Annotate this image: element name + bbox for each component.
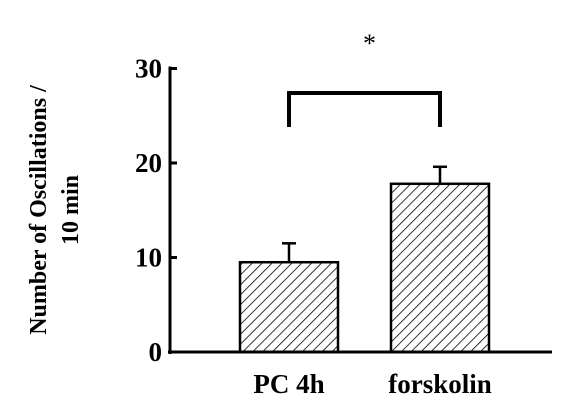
- y-tick-label-10: 10: [135, 243, 162, 273]
- plot-area: 0 10 20 30 PC 4h forskolin *: [135, 29, 552, 399]
- x-tick-label-0: PC 4h: [253, 369, 324, 399]
- y-tick-label-30: 30: [135, 54, 162, 84]
- bar-0: [238, 260, 340, 354]
- significance-label: *: [363, 29, 376, 58]
- y-tick-label-20: 20: [135, 148, 162, 178]
- y-axis-label: Number of Oscillations / 10 min: [26, 85, 84, 335]
- y-tick-label-0: 0: [149, 337, 163, 367]
- y-axis-label-line-1: Number of Oscillations /: [26, 85, 52, 335]
- bar-1: [389, 182, 491, 354]
- significance-bracket: [287, 91, 442, 127]
- x-tick-label-1: forskolin: [388, 369, 492, 399]
- y-axis-label-line-2: 10 min: [58, 175, 84, 245]
